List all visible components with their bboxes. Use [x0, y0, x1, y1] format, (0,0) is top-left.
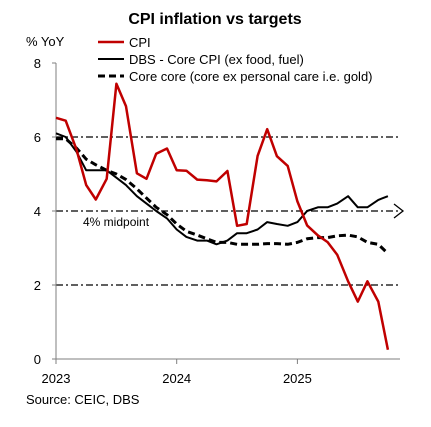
series-line-core-core: [56, 137, 389, 255]
legend-label-cpi: CPI: [129, 35, 151, 50]
series-line-cpi: [55, 82, 390, 351]
chart-source: Source: CEIC, DBS: [26, 392, 140, 407]
series-layer: [55, 82, 390, 351]
midpoint-annotation: 4% midpoint: [83, 215, 150, 229]
y-axis-label: % YoY: [26, 34, 65, 49]
legend: CPI DBS - Core CPI (ex food, fuel) Core …: [98, 35, 373, 84]
x-tick-label: 2024: [162, 371, 191, 386]
axes: 0 2 4 6 8 2023 2024 2025: [34, 56, 400, 386]
reference-arrow-icon: [393, 203, 405, 219]
y-tick-label: 2: [34, 278, 41, 293]
legend-label-core-core: Core core (core ex personal care i.e. go…: [129, 69, 373, 84]
y-tick-label: 0: [34, 352, 41, 367]
x-tick-label: 2023: [42, 371, 71, 386]
y-tick-label: 4: [34, 204, 41, 219]
y-tick-label: 6: [34, 130, 41, 145]
legend-label-core-cpi: DBS - Core CPI (ex food, fuel): [129, 52, 304, 67]
y-tick-label: 8: [34, 56, 41, 71]
series-line-core-cpi: [55, 132, 389, 246]
chart-title: CPI inflation vs targets: [128, 11, 301, 28]
reference-lines: [56, 136, 405, 286]
x-tick-label: 2025: [283, 371, 312, 386]
